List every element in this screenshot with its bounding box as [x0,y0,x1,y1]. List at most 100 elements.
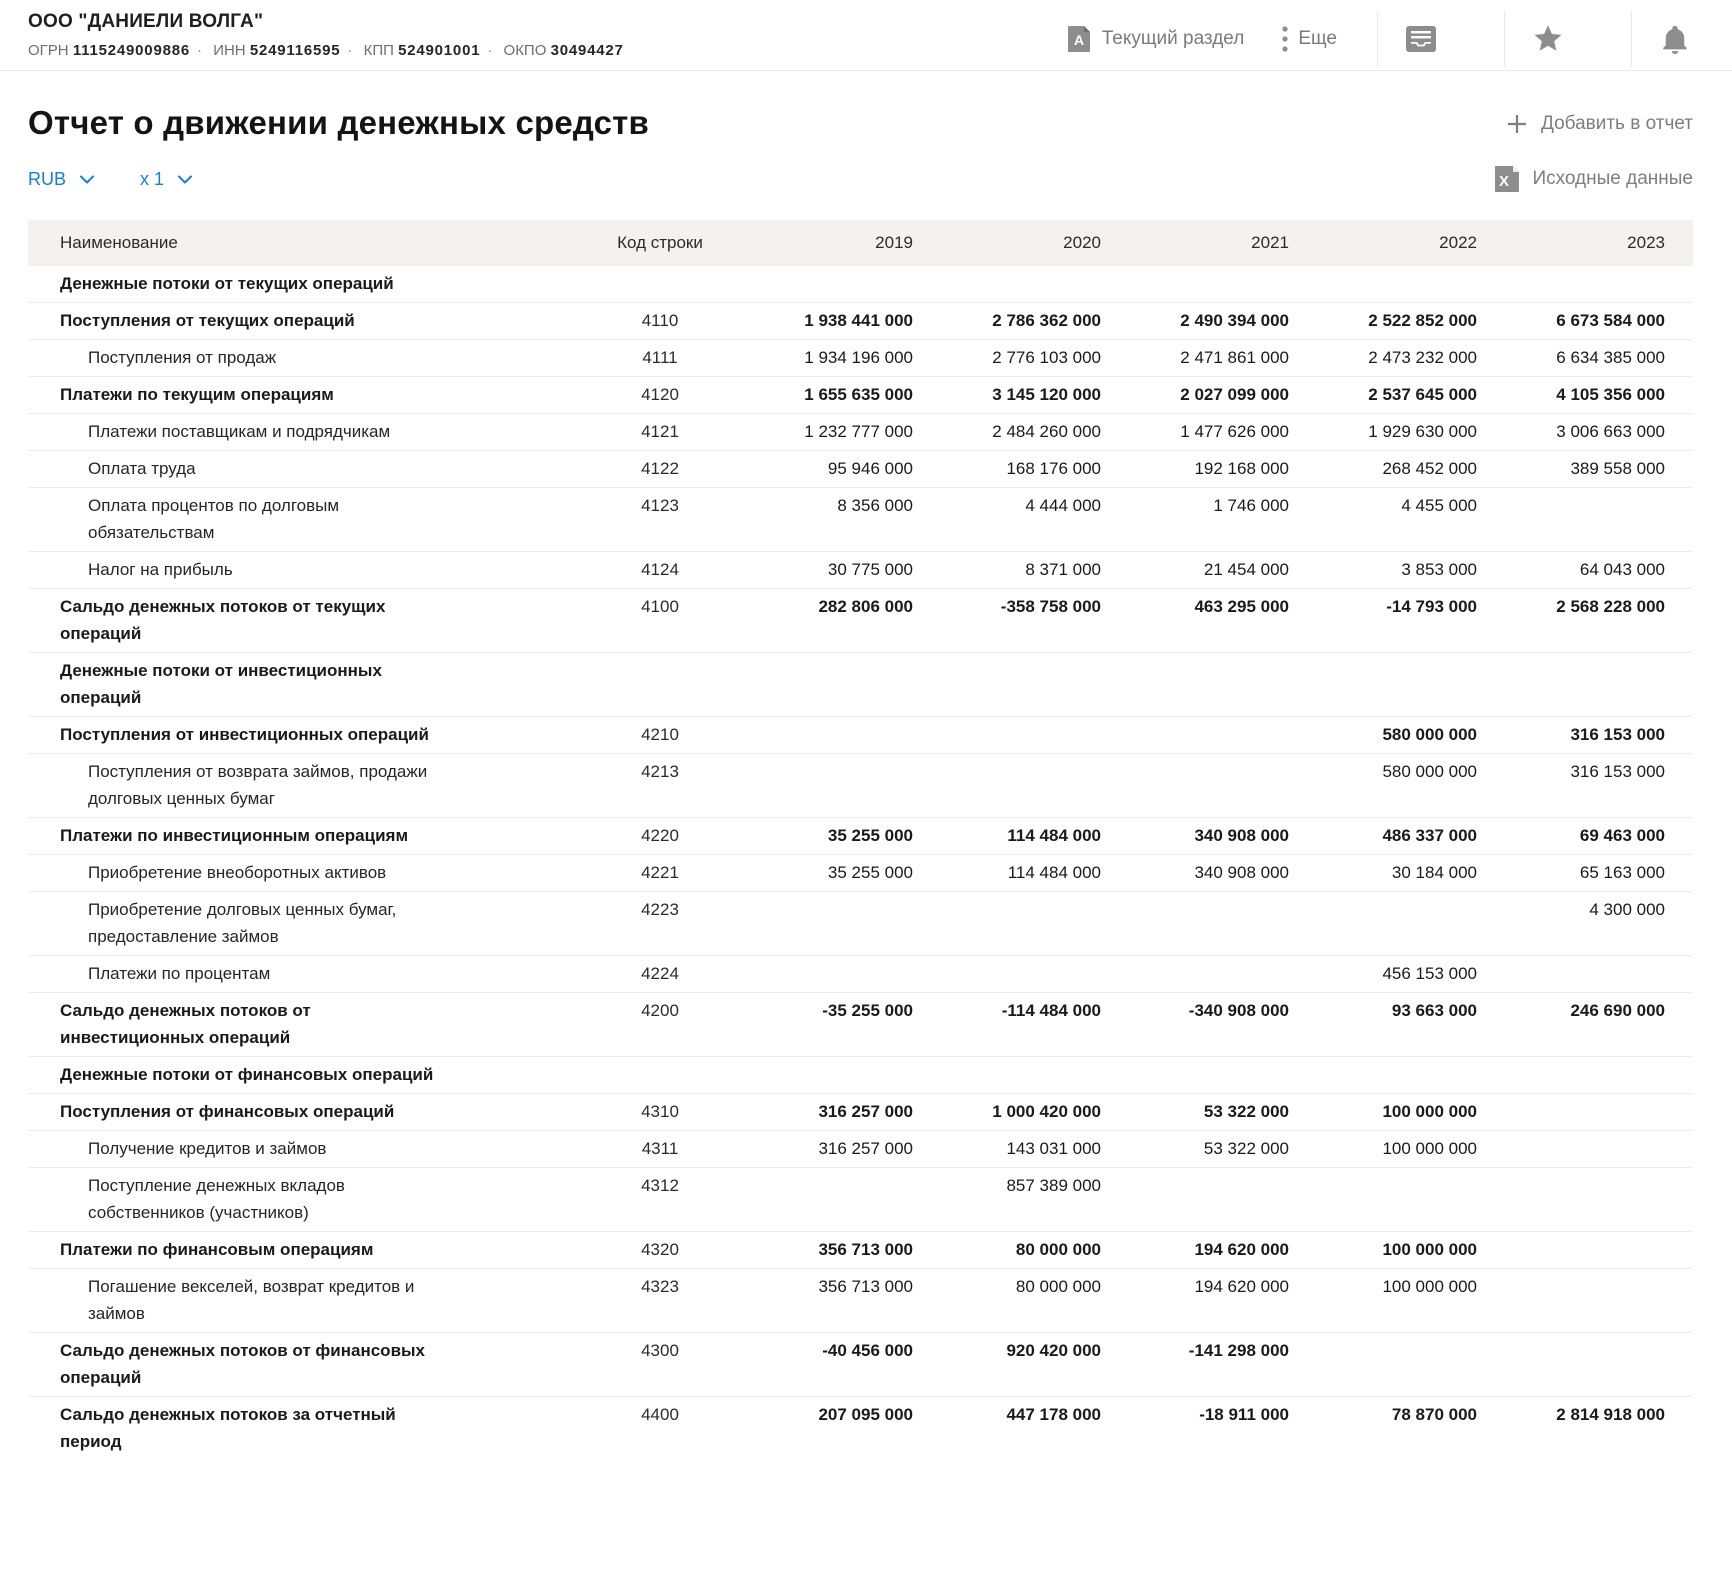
row-label: Платежи поставщикам и подрядчикам [88,422,391,441]
row-code: 4124 [641,560,679,579]
row-value: 114 484 000 [1007,863,1101,882]
table-row: Поступление денежных вкладов собственник… [28,1167,1693,1231]
row-value: 207 095 000 [818,1405,913,1424]
row-label: Денежные потоки от инвестиционных операц… [60,661,382,707]
row-value: 1 655 635 000 [804,385,913,404]
chevron-down-icon [178,175,193,184]
row-value: -340 908 000 [1188,1001,1289,1020]
table-row: Денежные потоки от финансовых операций [28,1056,1693,1093]
table-row: Поступления от продаж 4111 1 934 196 000 2 … [28,339,1693,376]
row-value: 3 006 663 000 [1556,422,1665,441]
row-value: 2 471 861 000 [1180,348,1289,367]
row-value: 1 929 630 000 [1368,422,1477,441]
row-label: Сальдо денежных потоков от текущих опера… [60,597,386,643]
topbar-actions: A Текущий раздел Еще [1067,11,1718,67]
row-value: 53 322 000 [1203,1139,1289,1158]
registry-label: КПП [363,42,394,59]
row-value: 2 776 103 000 [992,348,1101,367]
row-value: 456 153 000 [1382,964,1477,983]
table-row: Сальдо денежных потоков от текущих опера… [28,588,1693,652]
row-code: 4220 [641,826,679,845]
chevron-down-icon [80,175,95,184]
row-code: 4110 [641,311,679,330]
row-value: -141 298 000 [1188,1341,1289,1360]
row-value: 1 477 626 000 [1180,422,1289,441]
divider [1377,11,1378,67]
row-code: 4300 [641,1341,679,1360]
more-button[interactable]: Еще [1282,26,1337,52]
inbox-button[interactable] [1378,11,1464,67]
row-value: 80 000 000 [1015,1240,1101,1259]
row-value: 114 484 000 [1007,826,1101,845]
row-code: 4123 [641,496,679,515]
column-header-name: Наименование [60,233,178,252]
table-row: Сальдо денежных потоков за отчетный пери… [28,1396,1693,1460]
selects: RUB x 1 [28,169,193,190]
company-name: ООО "ДАНИЕЛИ ВОЛГА" [28,11,264,32]
row-value: 78 870 000 [1391,1405,1477,1424]
dot-separator: · [487,42,493,59]
table-row: Денежные потоки от текущих операций [28,266,1693,302]
table-row: Поступления от текущих операций 4110 1 938… [28,302,1693,339]
registry-label: ИНН [213,42,246,59]
row-value: 4 444 000 [1025,496,1101,515]
table-row: Оплата процентов по долговым обязательст… [28,487,1693,551]
row-value: 246 690 000 [1570,1001,1665,1020]
column-header-year: 2019 [875,233,913,252]
row-label: Платежи по текущим операциям [60,385,334,404]
row-value: 3 145 120 000 [992,385,1101,404]
multiplier-select[interactable]: x 1 [140,169,193,190]
row-label: Поступления от продаж [88,348,277,367]
star-button[interactable] [1505,11,1591,67]
svg-text:A: A [1074,32,1084,48]
column-header-year: 2020 [1063,233,1101,252]
table-row: Налог на прибыль 4124 30 775 000 8 371 000 2… [28,551,1693,588]
excel-icon: X [1493,165,1520,193]
row-code: 4122 [641,459,679,478]
row-code: 4111 [642,348,678,367]
row-code: 4323 [641,1277,679,1296]
row-value: 30 184 000 [1391,863,1477,882]
row-label: Оплата процентов по долговым обязательст… [88,496,340,542]
row-code: 4223 [641,900,679,919]
pdf-icon: A [1067,25,1092,53]
current-section-button[interactable]: A Текущий раздел [1067,25,1244,53]
row-code: 4121 [641,422,679,441]
row-value: 316 257 000 [818,1139,913,1158]
table-row: Платежи по процентам 4224 456 153 000 [28,955,1693,992]
add-to-report-button[interactable]: Добавить в отчет [1505,112,1693,136]
column-header-year: 2023 [1627,233,1665,252]
row-code: 4213 [641,762,679,781]
row-value: 100 000 000 [1382,1139,1477,1158]
row-value: 30 775 000 [827,560,913,579]
table-row: Получение кредитов и займов 4311 316 257 0… [28,1130,1693,1167]
row-value: 447 178 000 [1006,1405,1101,1424]
row-value: 857 389 000 [1006,1176,1101,1195]
row-value: 8 356 000 [837,496,913,515]
table-row: Платежи поставщикам и подрядчикам 4121 1 2… [28,413,1693,450]
bell-button[interactable] [1632,11,1718,67]
table-row: Сальдо денежных потоков от инвестиционны… [28,992,1693,1056]
row-value: -114 484 000 [1001,1001,1101,1020]
source-data-button[interactable]: X Исходные данные [1493,165,1693,193]
column-header-code: Код строки [617,233,703,252]
row-value: 95 946 000 [827,459,913,478]
row-label: Поступление денежных вкладов собственник… [88,1176,345,1222]
company-block: ООО "ДАНИЕЛИ ВОЛГА" ОГРН 1115249009886 · … [28,11,624,59]
registry-label: ОКПО [503,42,547,59]
row-value: 920 420 000 [1006,1341,1101,1360]
row-label: Платежи по процентам [88,964,271,983]
title-row: Отчет о движении денежных средств Добави… [28,104,1693,142]
column-header-year: 2022 [1439,233,1477,252]
row-label: Сальдо денежных потоков от инвестиционны… [60,1001,311,1047]
row-label: Сальдо денежных потоков от финансовых оп… [60,1341,425,1387]
row-value: -35 255 000 [822,1001,913,1020]
table-row: Поступления от финансовых операций 4310 31… [28,1093,1693,1130]
table-row: Приобретение долговых ценных бумаг, пред… [28,891,1693,955]
page-title: Отчет о движении денежных средств [28,104,650,141]
currency-select[interactable]: RUB [28,169,95,190]
row-code: 4311 [641,1139,679,1158]
row-value: -18 911 000 [1199,1405,1289,1424]
row-value: 2 490 394 000 [1180,311,1289,330]
row-value: 1 934 196 000 [804,348,913,367]
